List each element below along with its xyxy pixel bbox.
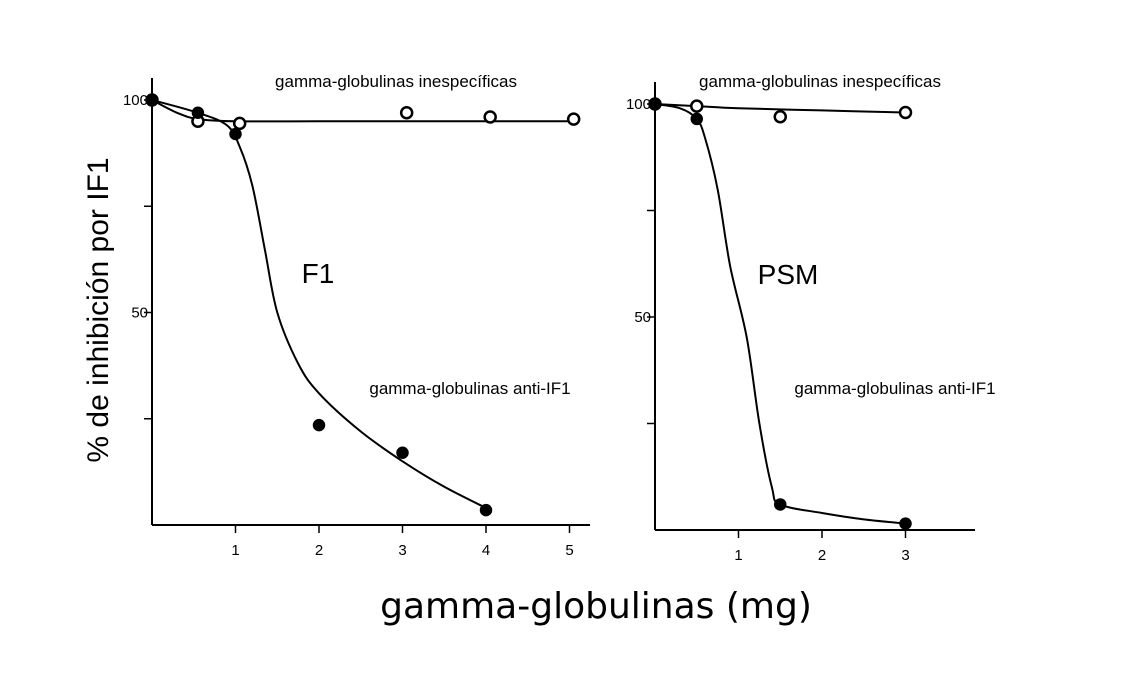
data-point-filled [648,97,662,111]
x-tick-label: 3 [398,542,406,559]
x-tick-label: 2 [315,542,323,559]
x-axis-label: gamma-globulinas (mg) [380,586,812,627]
data-point-open [566,112,581,126]
panel-f1: 1 2 3 4 5 50 100 F1 gamma-globulinas inespecífic… [123,72,590,559]
data-point-open [232,116,247,131]
y-axis-label: % de inhibición por IF1 [82,157,115,462]
data-point-open [773,110,787,124]
series-label: gamma-globulinas anti-IF1 [369,379,570,398]
data-point-filled [899,517,912,530]
data-point-open [898,105,913,120]
x-tick-label: 4 [482,542,490,559]
data-point-open [483,110,497,124]
series-line-anti-if1 [654,103,906,525]
series-label: gamma-globulinas inespecíficas [699,72,941,91]
data-point-filled [774,498,787,511]
data-point-filled [312,418,326,432]
series-label: gamma-globulinas anti-IF1 [794,379,995,398]
x-tick-label: 3 [901,547,909,564]
panel-title: PSM [758,259,819,290]
x-tick-label: 1 [231,542,239,559]
data-point-open [690,99,704,113]
y-tick-label: 50 [634,309,651,326]
y-tick-label: 100 [626,96,651,113]
series-line-anti-if1 [151,99,487,509]
data-point-filled [479,503,493,517]
data-point-open [399,106,414,120]
panel-title: F1 [302,258,335,289]
series-label: gamma-globulinas inespecíficas [275,72,517,91]
data-point-filled [145,93,159,107]
data-point-filled [396,446,409,459]
data-point-filled [229,127,242,141]
x-tick-label: 2 [818,547,826,564]
panel-psm: 1 2 3 50 100 PSM gamma-globulinas inespecífica… [626,72,996,564]
y-tick-label: 100 [123,92,148,109]
y-tick-label: 50 [131,305,148,322]
data-point-filled [690,112,703,126]
x-tick-label: 5 [565,542,573,559]
series-line-inespecificas [654,103,906,114]
x-tick-label: 1 [734,547,742,564]
data-point-filled [191,106,205,119]
